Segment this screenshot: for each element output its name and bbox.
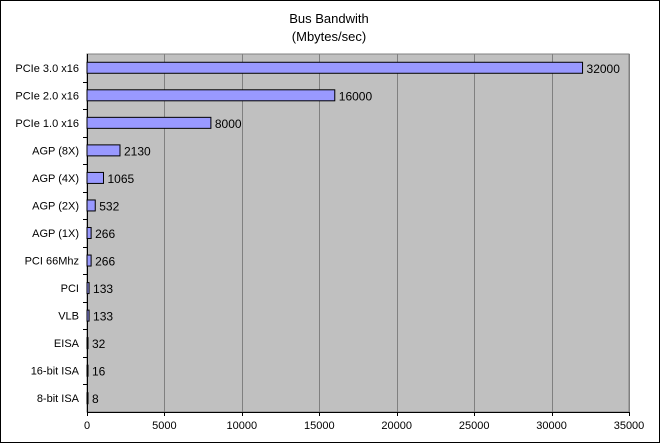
x-tick-label: 35000	[614, 420, 645, 432]
bar	[86, 61, 584, 74]
category-label: PCI 66Mhz	[25, 256, 79, 268]
category-label: AGP (4X)	[32, 173, 79, 185]
data-label: 32000	[587, 62, 621, 76]
chart-title: Bus Bandwith	[289, 11, 369, 26]
x-tick-label: 10000	[227, 420, 258, 432]
category-label: EISA	[54, 338, 80, 350]
chart-subtitle: (Mbytes/sec)	[292, 29, 366, 44]
plot-background	[86, 53, 630, 413]
bar	[86, 282, 90, 295]
data-label: 266	[95, 227, 115, 241]
bar	[86, 392, 89, 405]
data-label: 2130	[124, 144, 151, 158]
data-label: 1065	[107, 172, 134, 186]
data-label: 266	[95, 255, 115, 269]
bar	[86, 171, 104, 184]
x-tick-label: 15000	[304, 420, 335, 432]
bar	[86, 254, 92, 267]
category-label: PCIe 3.0 x16	[15, 63, 79, 75]
data-label: 16	[92, 365, 106, 379]
bar	[86, 309, 90, 322]
category-label: AGP (1X)	[32, 228, 79, 240]
data-label: 16000	[339, 89, 373, 103]
category-label: PCI	[61, 283, 79, 295]
category-label: AGP (8X)	[32, 145, 79, 157]
x-tick-label: 0	[84, 420, 90, 432]
category-label: 8-bit ISA	[37, 393, 80, 405]
x-tick-label: 25000	[459, 420, 490, 432]
bar	[86, 364, 89, 377]
x-tick-label: 5000	[152, 420, 176, 432]
category-label: 16-bit ISA	[31, 366, 80, 378]
bar	[86, 199, 96, 212]
data-label: 8000	[215, 117, 242, 131]
data-label: 532	[99, 199, 119, 213]
category-label: VLB	[58, 311, 79, 323]
category-label: AGP (2X)	[32, 200, 79, 212]
data-label: 32	[92, 337, 106, 351]
data-label: 8	[92, 392, 99, 406]
bar	[86, 337, 89, 350]
bar	[86, 116, 212, 129]
plot-area: 0 5000 10000 15000 20000 25000 30000 35000 PCIe …	[15, 53, 645, 432]
category-label: PCIe 1.0 x16	[15, 118, 79, 130]
bar	[86, 89, 336, 102]
bar	[86, 227, 92, 239]
data-label: 133	[93, 310, 113, 324]
x-tick-label: 20000	[381, 420, 412, 432]
category-label: PCIe 2.0 x16	[15, 90, 79, 102]
data-label: 133	[93, 282, 113, 296]
x-tick-label: 30000	[536, 420, 567, 432]
bar	[86, 144, 121, 157]
